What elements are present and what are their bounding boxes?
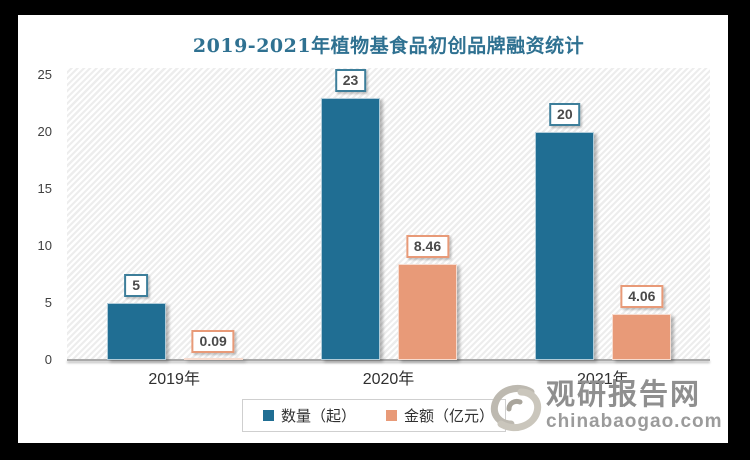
x-axis: 2019年 2020年 2021年 [67,370,710,392]
x-axis-line [67,359,710,361]
chart-title: 2019-2021年植物基食品初创品牌融资统计 [192,35,585,57]
y-axis-tick-label: 0 [44,352,52,367]
chinabaogao-logo-icon [488,383,544,440]
y-axis-tick-label: 20 [37,124,52,139]
data-label: 20 [549,103,581,126]
legend-item-count: 数量（起） [263,405,356,426]
legend: 数量（起） 金额（亿元） [242,399,506,432]
bar-count-2020年 [321,98,380,360]
data-label: 4.06 [620,285,664,308]
x-axis-category-label: 2021年 [577,371,629,388]
legend-swatch-count [263,410,274,421]
y-axis-tick-label: 10 [37,238,52,253]
legend-item-amount: 金额（亿元） [386,405,494,426]
watermark-brand: 观研报告网 [546,379,702,411]
data-label: 0.09 [191,330,235,353]
watermark: 观研报告网 chinabaogao.com [488,379,723,440]
y-axis-tick-label: 5 [44,295,52,310]
legend-swatch-amount [386,410,398,421]
x-axis-category-label: 2019年 [148,371,200,388]
x-axis-category-label: 2020年 [362,371,415,388]
watermark-domain: chinabaogao.com [546,411,723,432]
bar-amount-2020年 [398,264,457,360]
watermark-text: 观研报告网 chinabaogao.com [546,379,723,432]
legend-label-amount: 金额（亿元） [404,407,495,425]
y-axis-tick-label: 25 [37,67,52,82]
data-label: 5 [124,274,149,297]
chart-panel: 2019-2021年植物基食品初创品牌融资统计 0 5 10 15 20 25 5 0.09… [18,15,728,443]
legend-label-count: 数量（起） [281,407,357,425]
y-axis: 0 5 10 15 20 25 [18,15,58,443]
bar-count-2021年 [535,132,595,360]
bar-amount-2019年 [183,358,243,360]
y-axis-tick-label: 15 [37,181,52,196]
plot-area: 5 0.09 23 8.46 20 4.06 [67,68,710,361]
bar-amount-2021年 [612,314,672,360]
data-label: 23 [334,69,367,92]
bar-count-2019年 [106,303,166,360]
data-label: 8.46 [405,235,450,258]
